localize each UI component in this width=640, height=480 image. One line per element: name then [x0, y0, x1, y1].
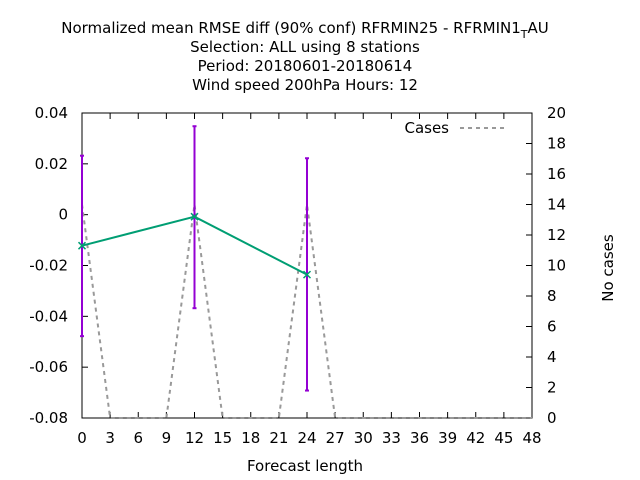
y2-tick-label: 8	[547, 287, 557, 305]
x-tick-label: 27	[326, 429, 345, 447]
data-point-marker	[302, 270, 312, 279]
y2-tick-label: 20	[547, 104, 566, 122]
y2-tick-label: 10	[547, 257, 566, 275]
x-tick-label: 15	[213, 429, 232, 447]
title-subscript: T	[520, 28, 528, 41]
legend-label: Cases	[404, 119, 449, 137]
x-tick-label: 30	[354, 429, 373, 447]
x-tick-label: 18	[241, 429, 260, 447]
data-point	[190, 212, 199, 221]
series-layer	[77, 125, 532, 419]
x-tick-label: 12	[185, 429, 204, 447]
title-line: Wind speed 200hPa Hours: 12	[192, 76, 418, 94]
x-tick-label: 48	[522, 429, 541, 447]
title-line: Selection: ALL using 8 stations	[190, 38, 420, 56]
x-tick-label: 45	[494, 429, 513, 447]
y2-tick-label: 0	[547, 409, 557, 427]
y-axis: 0.04 0.02 0 -0.02 -0.04 -0.06 -0.08	[29, 104, 88, 427]
x-tick-label: 39	[438, 429, 457, 447]
y-tick-label: -0.04	[29, 307, 68, 325]
x-tick-label: 33	[382, 429, 401, 447]
data-point	[302, 270, 312, 279]
data-point	[77, 241, 87, 250]
y2-tick-label: 16	[547, 165, 566, 183]
y2-tick-label: 18	[547, 135, 566, 153]
y2-tick-label: 4	[547, 348, 557, 366]
y-tick-label: -0.02	[29, 257, 68, 275]
title-line: Period: 20180601-20180614	[198, 57, 413, 75]
y-tick-label: -0.08	[29, 409, 68, 427]
x-tick-label: 42	[466, 429, 485, 447]
y2-axis-label: No cases	[599, 234, 617, 302]
y2-tick-label: 14	[547, 196, 566, 214]
x-axis: 0 3 6 9 12 15 18 21 24 27 30 33 36 39 42 45 48	[77, 113, 542, 447]
y2-tick-label: 2	[547, 379, 557, 397]
x-tick-label: 36	[410, 429, 429, 447]
data-point-marker	[77, 241, 87, 250]
data-point-marker	[190, 212, 199, 221]
x-axis-label: Forecast length	[247, 457, 363, 475]
y2-tick-label: 6	[547, 318, 557, 336]
cases-line	[81, 204, 532, 419]
x-tick-label: 9	[162, 429, 172, 447]
x-tick-label: 6	[133, 429, 143, 447]
y-tick-label: 0.02	[35, 155, 68, 173]
x-tick-label: 0	[77, 429, 87, 447]
y-tick-label: 0	[58, 206, 68, 224]
x-tick-label: 3	[105, 429, 115, 447]
x-tick-label: 21	[269, 429, 288, 447]
title-suffix: AU	[528, 19, 549, 37]
y-tick-label: -0.06	[29, 358, 68, 376]
x-tick-label: 24	[297, 429, 316, 447]
title-line: Normalized mean RMSE diff (90% conf) RFR…	[61, 19, 549, 41]
y2-tick-label: 12	[547, 226, 566, 244]
chart-title: Normalized mean RMSE diff (90% conf) RFR…	[61, 19, 549, 94]
y-tick-label: 0.04	[35, 104, 68, 122]
legend: Cases	[404, 119, 506, 137]
